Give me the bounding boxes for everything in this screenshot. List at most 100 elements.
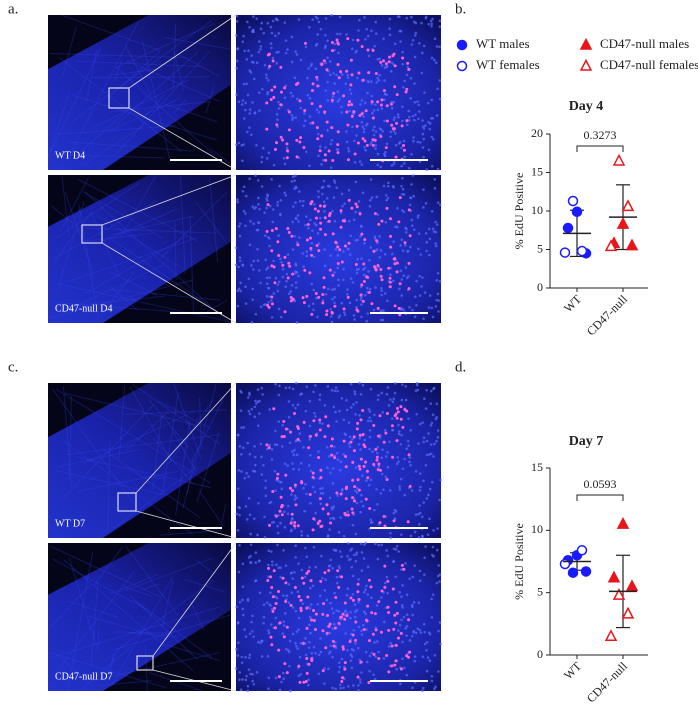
edu-nucleus [386,606,389,609]
nucleus [268,408,271,411]
nucleus [348,220,351,223]
nucleus [429,633,432,636]
nucleus [356,272,359,275]
nucleus [428,453,431,456]
nucleus [276,113,279,116]
edu-nucleus [381,589,384,592]
nucleus [415,32,418,35]
nucleus [271,32,274,35]
nucleus [418,42,421,45]
nucleus [375,130,378,133]
edu-nucleus [310,254,313,257]
nucleus [314,415,317,418]
nucleus [439,20,442,23]
nucleus [414,660,417,663]
nucleus [329,650,332,653]
nucleus [294,495,297,498]
nucleus [260,161,263,164]
nucleus [247,599,250,602]
nucleus [360,629,363,632]
nucleus [345,82,348,85]
nucleus [256,248,259,251]
nucleus [419,570,422,573]
edu-nucleus [334,596,337,599]
edu-nucleus [351,496,354,499]
nucleus [365,28,368,31]
edu-nucleus [320,134,323,137]
nucleus [421,534,424,537]
nucleus [417,513,420,516]
nucleus [366,80,369,83]
edu-nucleus [406,62,409,65]
edu-nucleus [315,217,318,220]
edu-nucleus [316,85,319,88]
nucleus [416,141,419,144]
nucleus [237,641,240,644]
edu-nucleus [293,412,296,415]
nucleus [290,493,293,496]
edu-nucleus [377,462,380,465]
data-point [569,196,578,205]
nucleus [420,631,423,634]
nucleus [429,488,432,491]
nucleus [323,201,326,204]
nucleus [259,48,262,51]
nucleus [359,160,362,163]
edu-nucleus [328,220,331,223]
nucleus [268,549,271,552]
nucleus [267,629,270,632]
nucleus [236,198,239,201]
nucleus [371,521,374,524]
nucleus [337,284,340,287]
edu-nucleus [317,249,320,252]
nucleus [377,109,380,112]
nucleus [357,29,360,32]
nucleus [319,488,322,491]
nucleus [333,592,336,595]
nucleus [331,508,334,511]
edu-nucleus [288,110,291,113]
nucleus [413,119,416,122]
nucleus [352,593,355,596]
nucleus [252,15,255,18]
edu-nucleus [358,465,361,468]
nucleus [324,146,327,149]
nucleus [252,470,255,473]
nucleus [268,444,271,447]
nucleus [408,577,411,580]
nucleus [425,407,428,410]
nucleus [336,33,339,36]
nucleus [284,526,287,529]
nucleus [403,616,406,619]
nucleus [250,54,253,57]
nucleus [268,603,271,606]
nucleus [403,494,406,497]
edu-nucleus [349,640,352,643]
edu-nucleus [345,465,348,468]
nucleus [387,185,390,188]
edu-nucleus [389,235,392,238]
nucleus [390,131,393,134]
edu-nucleus [270,98,273,101]
edu-nucleus [331,49,334,52]
nucleus [398,433,401,436]
nucleus [268,152,271,155]
nucleus [333,82,336,85]
nucleus [419,472,422,475]
edu-nucleus [386,478,389,481]
nucleus [434,37,437,40]
nucleus [269,591,272,594]
edu-nucleus [286,156,289,159]
nucleus [414,34,417,37]
nucleus [271,458,274,461]
edu-nucleus [265,101,268,104]
nucleus [244,109,247,112]
nucleus [363,131,366,134]
panel-label: c. [8,359,18,375]
nucleus [413,601,416,604]
edu-nucleus [369,585,372,588]
nucleus [404,562,407,565]
data-point [614,155,624,165]
edu-nucleus [370,611,373,614]
nucleus [330,14,333,17]
